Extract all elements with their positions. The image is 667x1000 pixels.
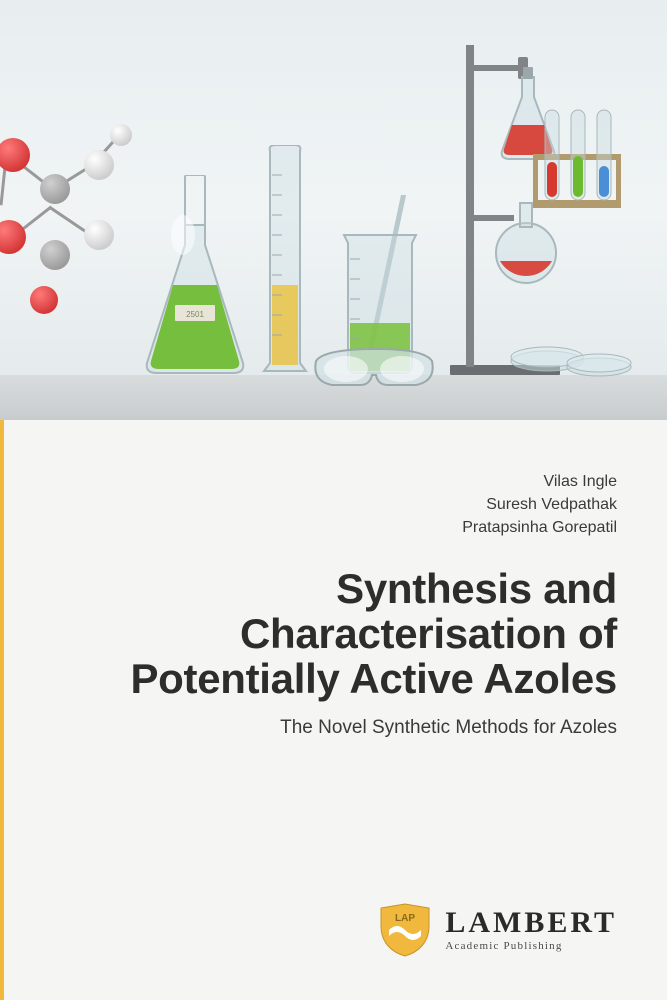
publisher-block: LAP LAMBERT Academic Publishing [377,902,617,958]
author-name: Pratapsinha Gorepatil [50,516,617,539]
book-subtitle: The Novel Synthetic Methods for Azoles [50,716,617,741]
petri-dishes [507,327,637,382]
author-list: Vilas Ingle Suresh Vedpathak Pratapsinha… [50,470,617,540]
graduated-cylinder [260,145,310,380]
publisher-text: LAMBERT Academic Publishing [445,908,617,952]
erlenmeyer-flask-green: 2501 [135,175,255,380]
book-title: Synthesis and Characterisation of Potent… [50,566,617,702]
text-block: Vilas Ingle Suresh Vedpathak Pratapsinha… [0,470,667,740]
svg-text:2501: 2501 [186,310,204,319]
hero-illustration: 2501 [0,0,667,420]
author-name: Suresh Vedpathak [50,493,617,516]
safety-goggles [310,343,440,398]
publisher-name: LAMBERT [445,908,617,938]
publisher-tagline: Academic Publishing [445,941,617,952]
molecular-model [0,120,150,320]
logo-initials: LAP [395,913,415,924]
book-cover: 2501 [0,0,667,1000]
test-tube-rack [527,100,627,225]
publisher-logo: LAP [377,902,433,958]
author-name: Vilas Ingle [50,470,617,493]
